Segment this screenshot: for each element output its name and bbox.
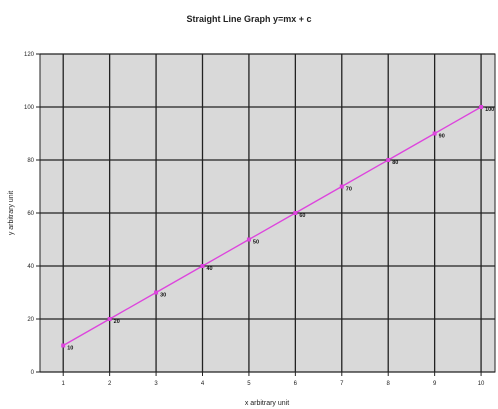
data-point [107,317,112,321]
y-tick-label: 80 [27,158,34,164]
data-label: 20 [114,319,120,325]
x-tick-label: 2 [108,381,112,387]
x-tick-label: 8 [387,381,391,387]
x-tick-label: 6 [294,381,298,387]
y-tick-label: 120 [24,52,35,58]
data-point [293,211,298,215]
data-label: 90 [439,134,445,140]
y-tick-label: 20 [27,317,34,323]
y-axis-label: y arbitrary unit [8,191,15,235]
data-label: 30 [160,293,166,299]
data-label: 60 [299,213,305,219]
data-label: 80 [392,160,398,166]
y-tick-label: 0 [31,370,35,376]
x-axis-ticks: 1 2 3 4 5 6 7 8 9 10 [62,372,485,387]
data-label: 40 [207,266,213,272]
data-point [339,184,344,189]
grid [40,53,495,373]
data-label: 70 [346,187,352,193]
data-point [432,131,437,136]
data-point [200,264,205,268]
y-axis-ticks: 0 20 40 60 80 100 120 [24,52,40,376]
data-point [246,237,251,242]
y-tick-label: 60 [27,211,34,217]
x-tick-label: 4 [201,381,205,387]
data-point [154,290,159,295]
y-tick-label: 100 [24,105,35,111]
chart-title: Straight Line Graph y=mx + c [186,14,311,24]
x-tick-label: 10 [478,381,485,387]
series-line [62,106,482,347]
data-point [386,158,391,162]
data-point [479,105,484,109]
x-tick-label: 1 [62,381,66,387]
x-tick-label: 7 [340,381,344,387]
data-label: 10 [67,346,73,352]
data-point [61,343,66,348]
x-tick-label: 3 [154,381,158,387]
data-label: 50 [253,240,259,246]
x-axis-label: x arbitrary unit [245,400,289,407]
series: 10 20 30 40 50 60 70 80 90 100 [61,105,494,352]
data-label: 100 [485,107,494,113]
y-tick-label: 40 [27,264,34,270]
x-tick-label: 9 [433,381,437,387]
x-tick-label: 5 [247,381,251,387]
